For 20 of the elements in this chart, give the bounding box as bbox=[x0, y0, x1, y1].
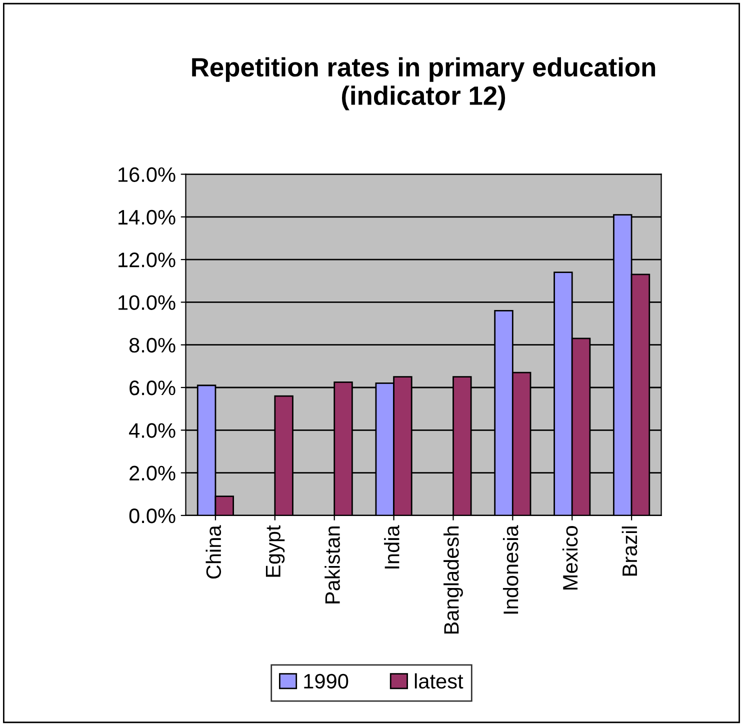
y-tick-label: 8.0% bbox=[129, 338, 176, 353]
x-tick-label: Mexico bbox=[562, 526, 578, 590]
x-tick-label: Brazil bbox=[622, 526, 638, 576]
x-tick-label: Bangladesh bbox=[444, 526, 463, 634]
chart-title: Repetition rates in primary education (indicator 12) bbox=[192, 57, 656, 110]
y-tick-label: 2.0% bbox=[130, 466, 176, 481]
y-tick-label: 16.0% bbox=[118, 167, 176, 182]
x-tick-label: Pakistan bbox=[324, 526, 340, 604]
y-tick-label: 0.0% bbox=[129, 508, 176, 524]
x-tick-label: Egypt bbox=[266, 525, 285, 577]
y-tick-label: 6.0% bbox=[130, 380, 176, 396]
legend-label: latest bbox=[414, 673, 464, 689]
y-tick-label: 4.0% bbox=[129, 423, 176, 438]
legend-label: 1990 bbox=[304, 674, 348, 689]
y-tick-label: 10.0% bbox=[118, 295, 176, 310]
y-tick-label: 12.0% bbox=[118, 252, 176, 268]
x-tick-label: China bbox=[206, 525, 222, 579]
y-tick-label: 14.0% bbox=[118, 210, 176, 225]
x-tick-label: India bbox=[384, 525, 400, 568]
x-tick-label: Indonesia bbox=[502, 525, 518, 614]
